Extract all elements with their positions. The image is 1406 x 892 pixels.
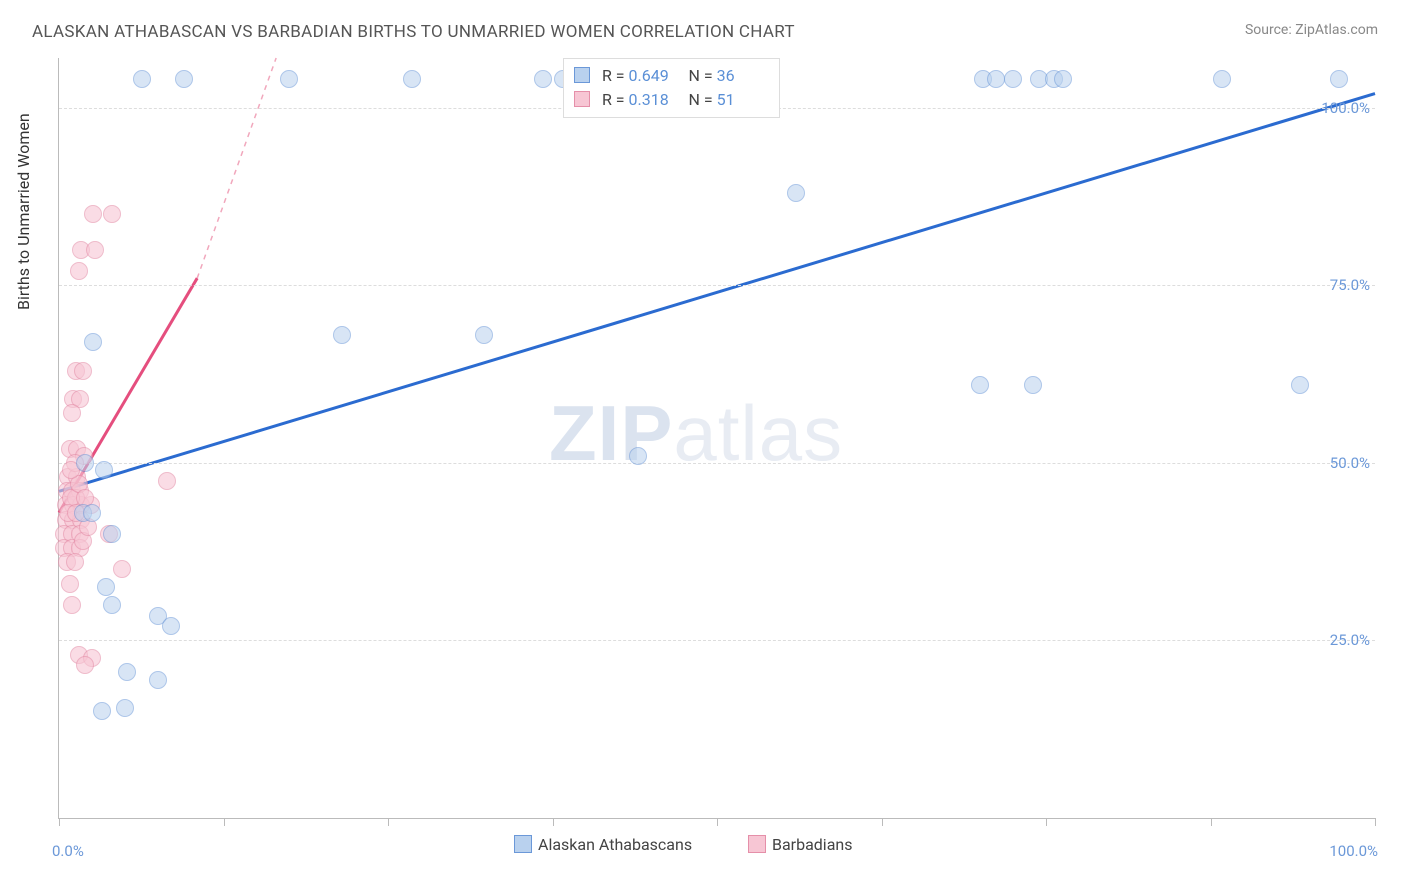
stats-n-value-1: 36	[717, 64, 769, 88]
data-point	[116, 699, 134, 717]
chart-title: ALASKAN ATHABASCAN VS BARBADIAN BIRTHS T…	[32, 22, 795, 42]
x-tick-label-min: 0.0%	[52, 842, 84, 860]
x-tick-mark	[224, 818, 225, 826]
swatch-series-1	[574, 67, 590, 83]
stats-r-value-1: 0.649	[629, 64, 681, 88]
data-point	[70, 262, 88, 280]
regression-line	[197, 58, 276, 278]
stats-n-label: N =	[688, 90, 712, 109]
regression-line	[59, 94, 1375, 492]
regression-lines-layer	[59, 58, 1375, 818]
data-point	[74, 362, 92, 380]
data-point	[66, 553, 84, 571]
data-point	[86, 241, 104, 259]
data-point	[63, 596, 81, 614]
data-point	[61, 575, 79, 593]
data-point	[149, 671, 167, 689]
y-tick-label: 50.0%	[1330, 454, 1370, 472]
x-tick-mark	[59, 818, 60, 826]
stats-n-label: N =	[688, 66, 712, 85]
stats-n-value-2: 51	[717, 88, 769, 112]
x-tick-mark	[388, 818, 389, 826]
y-axis-label: Births to Unmarried Women	[14, 113, 33, 310]
data-point	[475, 326, 493, 344]
x-tick-mark	[553, 818, 554, 826]
stats-row-series-2: R = 0.318 N = 51	[574, 88, 769, 112]
gridline-h	[59, 640, 1375, 641]
data-point	[158, 472, 176, 490]
x-tick-mark	[882, 818, 883, 826]
x-tick-mark	[1046, 818, 1047, 826]
data-point	[1213, 70, 1231, 88]
legend-label-2: Barbadians	[772, 835, 853, 854]
stats-r-label: R =	[602, 90, 625, 109]
data-point	[83, 504, 101, 522]
data-point	[987, 70, 1005, 88]
data-point	[1291, 376, 1309, 394]
data-point	[787, 184, 805, 202]
data-point	[175, 70, 193, 88]
data-point	[103, 205, 121, 223]
gridline-h	[59, 285, 1375, 286]
data-point	[1024, 376, 1042, 394]
y-tick-label: 25.0%	[1330, 631, 1370, 649]
scatter-plot-area: ZIPatlas	[58, 58, 1375, 819]
source-prefix: Source:	[1245, 22, 1295, 38]
data-point	[1330, 70, 1348, 88]
data-point	[76, 656, 94, 674]
legend-series-2: Barbadians	[748, 835, 853, 854]
x-tick-mark	[717, 818, 718, 826]
data-point	[162, 617, 180, 635]
source-attribution: Source: ZipAtlas.com	[1245, 22, 1378, 38]
data-point	[118, 663, 136, 681]
data-point	[95, 461, 113, 479]
watermark: ZIPatlas	[549, 388, 843, 479]
data-point	[97, 578, 115, 596]
x-tick-mark	[1375, 818, 1376, 826]
data-point	[1004, 70, 1022, 88]
data-point	[629, 447, 647, 465]
data-point	[403, 70, 421, 88]
data-point	[113, 560, 131, 578]
stats-box: R = 0.649 N = 36 R = 0.318 N = 51	[563, 58, 780, 118]
legend-swatch-1	[514, 835, 532, 853]
y-tick-label: 100.0%	[1321, 99, 1370, 117]
data-point	[84, 205, 102, 223]
data-point	[63, 404, 81, 422]
stats-row-series-1: R = 0.649 N = 36	[574, 64, 769, 88]
legend-series-1: Alaskan Athabascans	[514, 835, 692, 854]
swatch-series-2	[574, 91, 590, 107]
data-point	[280, 70, 298, 88]
data-point	[133, 70, 151, 88]
legend-label-1: Alaskan Athabascans	[538, 835, 692, 854]
data-point	[103, 525, 121, 543]
data-point	[534, 70, 552, 88]
stats-r-value-2: 0.318	[629, 88, 681, 112]
source-link[interactable]: ZipAtlas.com	[1295, 22, 1378, 38]
data-point	[84, 333, 102, 351]
data-point	[971, 376, 989, 394]
data-point	[93, 702, 111, 720]
data-point	[333, 326, 351, 344]
gridline-h	[59, 463, 1375, 464]
x-tick-mark	[1211, 818, 1212, 826]
stats-r-label: R =	[602, 66, 625, 85]
y-tick-label: 75.0%	[1330, 276, 1370, 294]
x-tick-label-max: 100.0%	[1329, 842, 1378, 860]
legend-swatch-2	[748, 835, 766, 853]
data-point	[1054, 70, 1072, 88]
data-point	[76, 454, 94, 472]
data-point	[103, 596, 121, 614]
